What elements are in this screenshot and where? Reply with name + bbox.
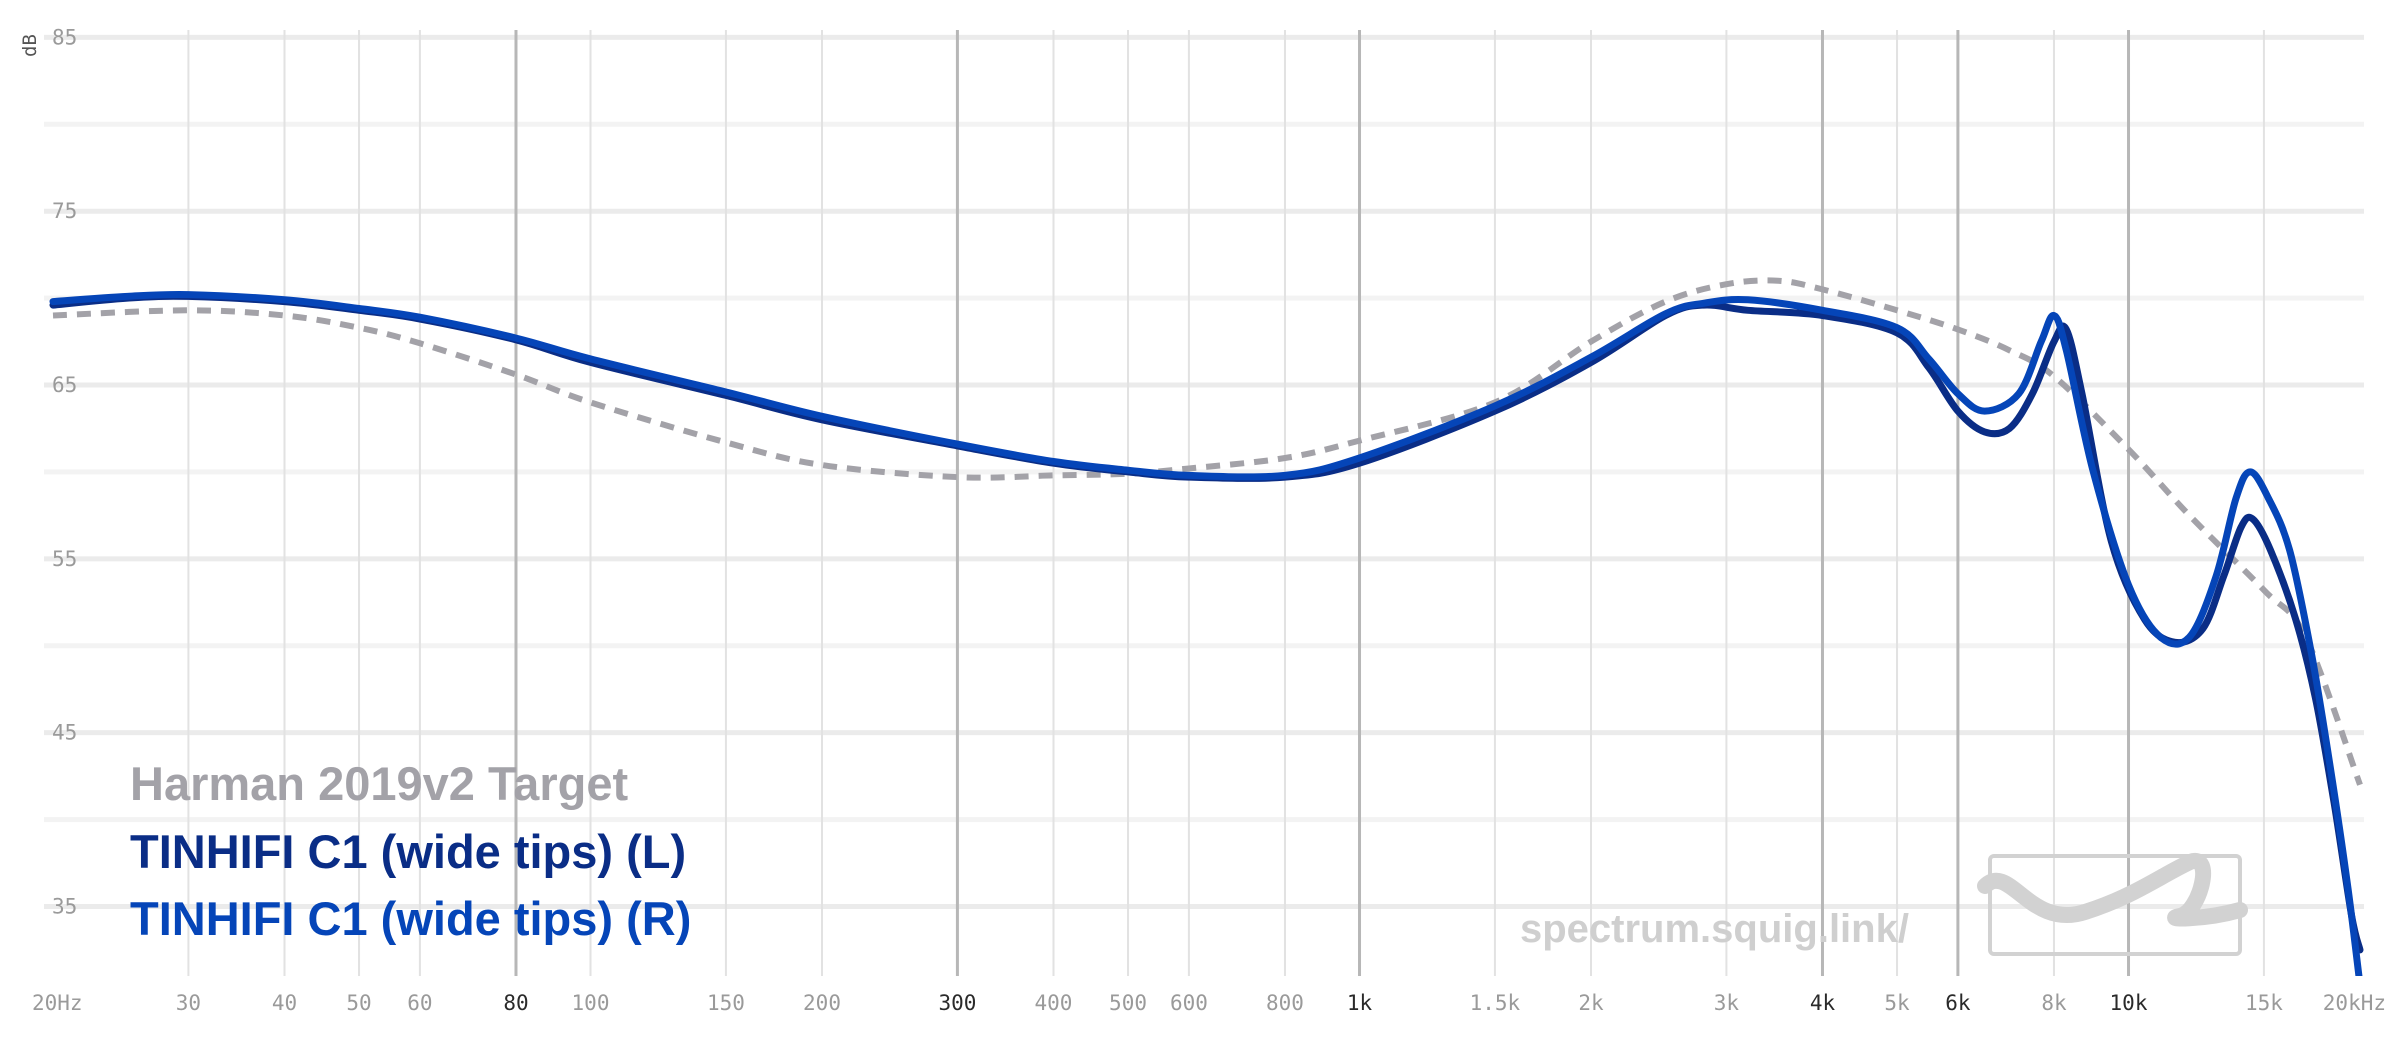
y-tick-label-35: 35 — [52, 894, 77, 918]
y-tick-label-55: 55 — [52, 547, 77, 571]
x-tick-label-50: 50 — [346, 991, 371, 1015]
y-axis-label: dB — [19, 34, 41, 57]
x-tick-label-20kHz: 20kHz — [2323, 991, 2386, 1015]
legend-entry-right: TINHIFI C1 (wide tips) (R) — [130, 892, 691, 945]
horizontal-gridlines — [44, 34, 2364, 909]
y-tick-label-85: 85 — [52, 25, 77, 49]
y-tick-label-65: 65 — [52, 373, 77, 397]
x-tick-label-15k: 15k — [2245, 991, 2283, 1015]
x-tick-label-60: 60 — [407, 991, 432, 1015]
y-tick-label-75: 75 — [52, 199, 77, 223]
x-tick-label-1k: 1k — [1347, 991, 1373, 1015]
vertical-gridlines — [187, 30, 2265, 976]
x-tick-label-2k: 2k — [1578, 991, 1604, 1015]
squiglink-logo — [1977, 853, 2248, 956]
legend: Harman 2019v2 Target TINHIFI C1 (wide ti… — [130, 757, 691, 945]
x-axis-tick-labels: 20Hz 30 40 50 60 80 100 150 200 300 400 500 600 800 1k… — [32, 991, 2386, 1015]
x-tick-label-300: 300 — [938, 991, 976, 1015]
x-tick-label-8k: 8k — [2041, 991, 2067, 1015]
y-tick-label-45: 45 — [52, 721, 77, 745]
x-tick-label-150: 150 — [707, 991, 745, 1015]
x-tick-label-200: 200 — [803, 991, 841, 1015]
x-tick-label-40: 40 — [272, 991, 297, 1015]
y-axis-tick-labels: 85 75 65 55 45 35 — [52, 25, 77, 918]
x-tick-label-100: 100 — [572, 991, 610, 1015]
x-tick-label-3k: 3k — [1714, 991, 1740, 1015]
series-layer — [49, 277, 2364, 976]
x-tick-label-20Hz: 20Hz — [32, 991, 83, 1015]
x-tick-label-500: 500 — [1109, 991, 1147, 1015]
legend-entry-target: Harman 2019v2 Target — [130, 757, 628, 810]
legend-entry-left: TINHIFI C1 (wide tips) (L) — [130, 825, 686, 878]
series-harman-target-line — [52, 277, 2363, 786]
x-tick-label-10k: 10k — [2110, 991, 2148, 1015]
x-tick-label-400: 400 — [1035, 991, 1073, 1015]
x-tick-label-800: 800 — [1266, 991, 1304, 1015]
series-c1-left-line — [49, 292, 2364, 954]
x-tick-label-80: 80 — [503, 991, 528, 1015]
watermark-text: spectrum.squig.link/ — [1520, 907, 1909, 951]
x-tick-label-5k: 5k — [1884, 991, 1910, 1015]
x-tick-label-6k: 6k — [1945, 991, 1971, 1015]
series-c1-right-line — [49, 290, 2363, 976]
x-tick-label-600: 600 — [1170, 991, 1208, 1015]
x-tick-label-30: 30 — [176, 991, 201, 1015]
watermark: spectrum.squig.link/ — [1520, 853, 2248, 956]
x-tick-label-4k: 4k — [1810, 991, 1836, 1015]
x-tick-label-1.5k: 1.5k — [1470, 991, 1521, 1015]
